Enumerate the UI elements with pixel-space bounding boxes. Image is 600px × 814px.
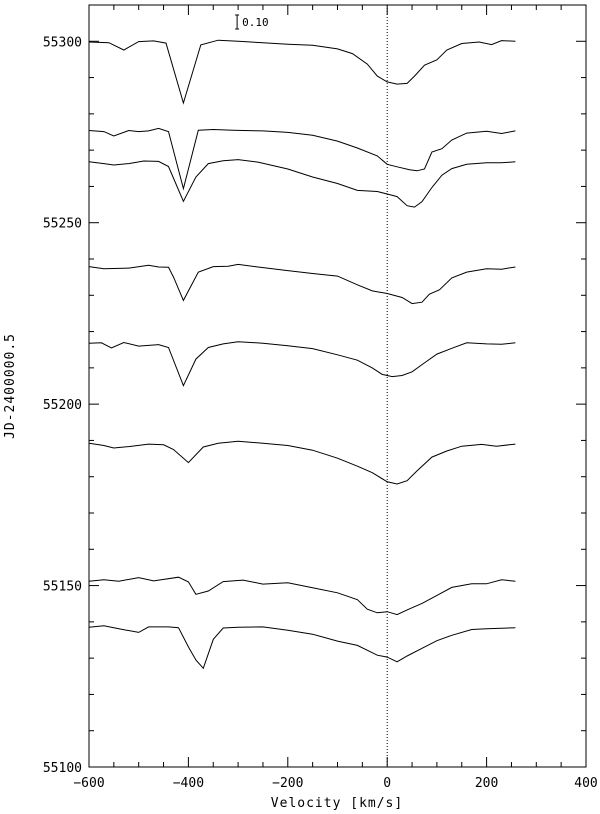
x-tick-label: −400 <box>173 776 204 791</box>
y-axis-label: JD-2400000.5 <box>3 333 18 439</box>
x-tick-label: −600 <box>73 776 104 791</box>
spectrum-line-2 <box>88 127 516 191</box>
spectrum-line-1 <box>88 39 516 105</box>
y-tick-label: 55250 <box>43 217 82 232</box>
y-tick-label: 55200 <box>43 398 82 413</box>
y-tick-label: 55300 <box>43 35 82 50</box>
spectrum-line-6 <box>88 440 516 485</box>
scale-bar-label: 0.10 <box>242 16 269 29</box>
x-tick-label: 200 <box>475 776 498 791</box>
ticks-layer: −600 −400 −200 0 200 400 55100 55150 55200 55250 5… <box>43 4 598 791</box>
plot-frame <box>88 4 587 768</box>
spectra-layer <box>88 39 516 670</box>
y-tick-label: 55100 <box>43 761 82 776</box>
spectrum-line-4 <box>88 263 516 305</box>
x-tick-label: −200 <box>272 776 303 791</box>
y-tick-label: 55150 <box>43 580 82 595</box>
spectrum-line-5 <box>88 341 516 387</box>
spectrum-line-3 <box>88 159 516 208</box>
spectrum-line-7 <box>88 576 516 616</box>
x-tick-label: 400 <box>574 776 597 791</box>
scale-bar: 0.10 <box>235 14 269 30</box>
x-tick-label: 0 <box>383 776 391 791</box>
x-axis-label: Velocity [km/s] <box>271 796 403 811</box>
spectrum-line-8 <box>88 625 516 670</box>
